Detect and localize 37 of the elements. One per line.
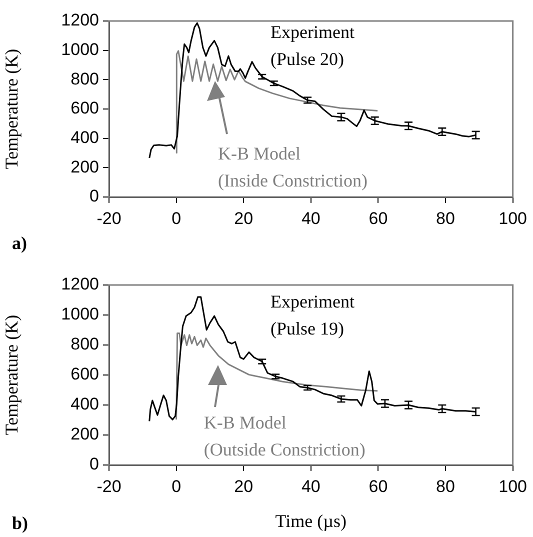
x-tick-label: 100 (498, 476, 528, 496)
y-tick-label: 400 (70, 394, 99, 414)
annotation: Experiment (Pulse 19) (270, 292, 355, 339)
x-tick-label: 0 (172, 476, 182, 496)
annotation: K-B Model (Inside Constriction) (218, 143, 368, 190)
x-tick-label: 40 (301, 476, 320, 496)
y-tick-label: 800 (70, 334, 99, 354)
x-tick-label: -20 (96, 476, 122, 496)
text: b) (12, 513, 28, 533)
y-axis-title: Temperature (K) (2, 314, 22, 436)
x-tick-label: 40 (301, 208, 320, 228)
y-tick-label: 1200 (61, 10, 99, 30)
x-axis-title: Time (µs) (275, 510, 347, 531)
y-tick-label: 200 (70, 157, 99, 176)
y-tick-label: 1200 (61, 274, 99, 294)
x-tick-label: 20 (234, 476, 254, 496)
y-tick-label: 1000 (61, 40, 99, 60)
y-tick-label: 600 (70, 98, 99, 118)
y-tick-label: 1000 (61, 304, 99, 324)
y-tick-label: 0 (90, 454, 99, 474)
x-tick-label: 20 (234, 208, 254, 228)
x-tick-label: -20 (96, 208, 122, 228)
text: a) (12, 233, 27, 253)
y-tick-label: 800 (70, 69, 99, 88)
x-tick-label: 60 (368, 476, 388, 496)
x-tick-label: 80 (436, 476, 455, 496)
x-tick-label: 80 (436, 208, 455, 228)
y-tick-label: 400 (70, 128, 99, 148)
x-tick-label: 60 (368, 208, 388, 228)
x-tick-label: 0 (172, 208, 182, 228)
y-tick-label: 0 (90, 186, 99, 206)
annotation: K-B Model (Outside Constriction) (204, 412, 366, 460)
y-tick-label: 200 (70, 424, 99, 444)
x-tick-label: 100 (498, 208, 528, 228)
y-axis-title: Temperature (K) (2, 48, 22, 170)
y-tick-label: 600 (70, 364, 99, 384)
annotation: Experiment (Pulse 20) (270, 22, 355, 70)
